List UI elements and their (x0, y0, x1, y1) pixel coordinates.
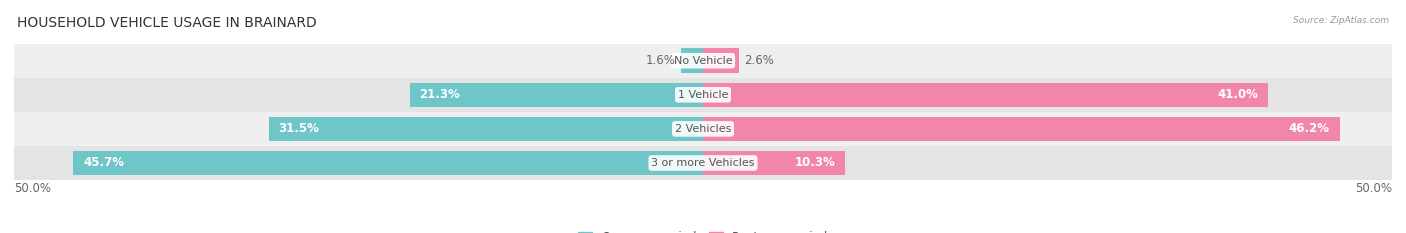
Bar (14, 146, 1392, 180)
Bar (703, 151, 845, 175)
Bar (14, 112, 1392, 146)
Bar (681, 48, 703, 73)
Text: 2 Vehicles: 2 Vehicles (675, 124, 731, 134)
Bar (14, 78, 1392, 112)
Bar (269, 116, 703, 141)
Legend: Owner-occupied, Renter-occupied: Owner-occupied, Renter-occupied (572, 226, 834, 233)
Text: 21.3%: 21.3% (419, 88, 460, 101)
Text: 45.7%: 45.7% (83, 157, 124, 169)
Bar (703, 82, 1268, 107)
Text: No Vehicle: No Vehicle (673, 56, 733, 66)
Text: 46.2%: 46.2% (1289, 122, 1330, 135)
Text: 31.5%: 31.5% (278, 122, 319, 135)
Text: 41.0%: 41.0% (1218, 88, 1258, 101)
Bar (409, 82, 703, 107)
Text: 3 or more Vehicles: 3 or more Vehicles (651, 158, 755, 168)
Bar (73, 151, 703, 175)
Text: 50.0%: 50.0% (1355, 182, 1392, 195)
Bar (703, 116, 1340, 141)
Text: 1 Vehicle: 1 Vehicle (678, 90, 728, 100)
Text: 2.6%: 2.6% (744, 54, 775, 67)
Bar (703, 48, 738, 73)
Text: Source: ZipAtlas.com: Source: ZipAtlas.com (1294, 16, 1389, 25)
Text: 50.0%: 50.0% (14, 182, 51, 195)
Text: 10.3%: 10.3% (794, 157, 835, 169)
Text: HOUSEHOLD VEHICLE USAGE IN BRAINARD: HOUSEHOLD VEHICLE USAGE IN BRAINARD (17, 16, 316, 30)
Bar (14, 44, 1392, 78)
Text: 1.6%: 1.6% (645, 54, 675, 67)
